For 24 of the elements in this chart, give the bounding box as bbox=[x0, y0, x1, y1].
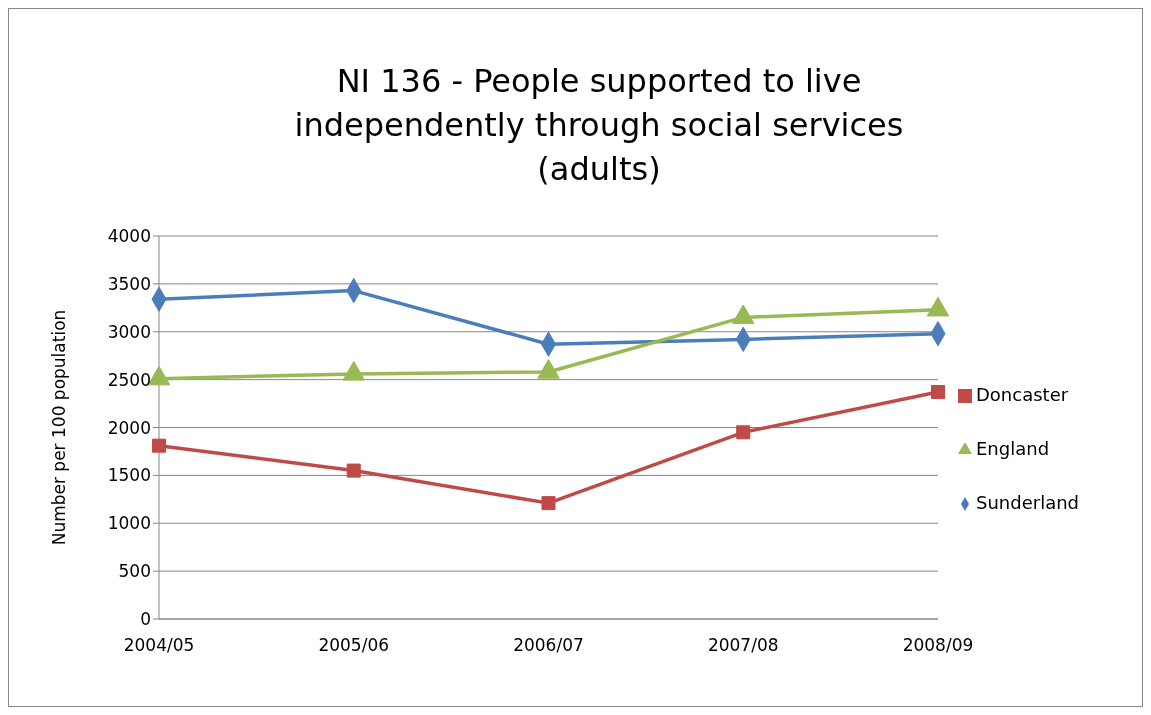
y-axis-title: Number per 100 population bbox=[49, 309, 70, 546]
y-tick-label: 2000 bbox=[107, 417, 151, 438]
y-tick-label: 500 bbox=[118, 561, 151, 582]
legend-label: Sunderland bbox=[975, 492, 1079, 513]
y-tick-label: 3000 bbox=[107, 321, 151, 342]
x-tick-label: 2006/07 bbox=[513, 635, 584, 656]
x-tick-label: 2005/06 bbox=[318, 635, 390, 656]
point bbox=[930, 385, 945, 400]
point bbox=[151, 438, 167, 453]
point bbox=[736, 425, 751, 440]
legend-label: Doncaster bbox=[975, 384, 1069, 405]
point bbox=[346, 463, 361, 478]
y-tick-label: 3500 bbox=[107, 273, 151, 294]
chart-title: NI 136 - People supported to live independently through social services (adults) bbox=[293, 61, 905, 190]
point bbox=[541, 496, 556, 511]
y-tick-label: 1000 bbox=[107, 513, 151, 534]
y-tick-label: 4000 bbox=[107, 226, 151, 247]
y-tick-label: 2500 bbox=[107, 369, 151, 390]
x-tick-label: 2008/09 bbox=[902, 635, 974, 656]
y-tick-label: 1500 bbox=[107, 465, 151, 486]
x-tick-label: 2004/05 bbox=[123, 635, 195, 656]
legend-label: England bbox=[975, 438, 1050, 459]
x-tick-label: 2007/08 bbox=[707, 635, 779, 656]
y-tick-label: 0 bbox=[140, 609, 151, 630]
